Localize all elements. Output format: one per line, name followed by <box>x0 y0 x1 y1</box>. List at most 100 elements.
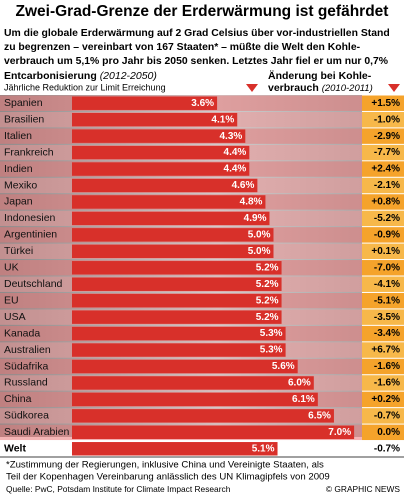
value-label: 5.2% <box>256 312 279 323</box>
change-cell <box>362 95 404 111</box>
bar <box>72 162 250 176</box>
category-label: EU <box>4 294 19 306</box>
category-label: Südafrika <box>4 360 49 372</box>
value-label: 7.0% <box>328 427 351 438</box>
value-label: 5.3% <box>260 345 283 356</box>
change-label: +1.5% <box>371 98 400 109</box>
value-label: 4.8% <box>240 197 263 208</box>
value-label: 5.1% <box>252 443 275 454</box>
change-cell <box>362 276 404 292</box>
category-label: Frankreich <box>4 146 54 158</box>
change-label: +6.7% <box>371 345 400 356</box>
credit: © GRAPHIC NEWS <box>326 484 401 494</box>
change-label: +0.8% <box>371 197 400 208</box>
value-label: 6.0% <box>288 378 311 389</box>
change-cell <box>362 441 404 457</box>
chart-title: Zwei-Grad-Grenze der Erderwärmung ist ge… <box>16 3 389 20</box>
change-cell <box>362 243 404 260</box>
category-label: Türkei <box>4 245 33 257</box>
value-label: 3.6% <box>191 98 214 109</box>
category-label: Kanada <box>4 327 40 339</box>
change-cell <box>362 128 404 144</box>
value-label: 4.4% <box>224 164 247 175</box>
change-label: +0.1% <box>371 246 400 257</box>
footnote: Teil der Kopenhagen Vereinbarung anlässl… <box>6 472 330 483</box>
change-label: -5.2% <box>374 213 400 224</box>
change-cell <box>362 194 404 210</box>
bar <box>72 261 282 275</box>
subtitle: zu begrenzen – vereinbart von 167 Staate… <box>4 42 361 53</box>
change-cell <box>362 391 404 408</box>
bar <box>72 211 270 226</box>
subtitle: verbrauch um 5,1% pro Jahr bis 2050 senk… <box>4 56 388 67</box>
change-cell <box>362 325 404 342</box>
right-header: verbrauch (2010-2011) <box>268 82 373 94</box>
change-label: -0.7% <box>374 411 400 422</box>
change-cell <box>362 292 404 309</box>
change-label: -3.5% <box>374 312 400 323</box>
right-header-text: verbrauch <box>268 82 319 94</box>
change-label: 0.0% <box>377 427 400 438</box>
change-cell <box>362 227 404 243</box>
change-cell <box>362 210 404 227</box>
change-cell <box>362 375 404 391</box>
value-label: 4.9% <box>244 213 267 224</box>
category-label: Italien <box>4 130 32 142</box>
arrow-icon <box>246 84 258 92</box>
change-cell <box>362 309 404 325</box>
rows: Spanien 3.6% +1.5% Brasilien 4.1% -1.0% Italie… <box>0 95 404 457</box>
category-label: Südkorea <box>4 410 49 422</box>
bar <box>72 129 246 143</box>
bar <box>72 293 282 308</box>
category-label: Mexiko <box>4 179 37 191</box>
bar <box>72 326 286 341</box>
change-label: -7.0% <box>374 262 400 273</box>
right-header: Änderung bei Kohle- <box>268 69 372 82</box>
bar <box>72 425 355 440</box>
change-cell <box>362 424 404 441</box>
category-label: Deutschland <box>4 278 63 290</box>
bar <box>72 359 298 374</box>
left-period: (2012-2050) <box>100 70 157 82</box>
bar <box>72 392 318 407</box>
category-label: Indien <box>4 163 33 175</box>
change-cell <box>362 111 404 128</box>
change-label: -1.6% <box>374 361 400 372</box>
value-label: 4.3% <box>219 131 242 142</box>
category-label: Indonesien <box>4 212 56 224</box>
category-label: Argentinien <box>4 229 57 241</box>
bar <box>72 376 314 390</box>
value-label: 5.0% <box>248 230 271 241</box>
change-cell <box>362 358 404 375</box>
category-label: Saudi Arabien <box>4 426 70 438</box>
footnote: *Zustimmung der Regierungen, inklusive C… <box>6 460 324 471</box>
value-label: 5.2% <box>256 262 279 273</box>
source: Quelle: PwC, Potsdam Institute for Clima… <box>6 484 231 494</box>
bar <box>72 409 334 423</box>
bar <box>72 244 274 259</box>
value-label: 5.3% <box>260 328 283 339</box>
bar <box>72 343 286 357</box>
change-label: -4.1% <box>374 279 400 290</box>
bar <box>72 310 282 324</box>
change-cell <box>362 408 404 424</box>
category-label: USA <box>4 311 26 323</box>
category-label: UK <box>4 262 19 274</box>
subtitle: Um die globale Erderwärmung auf 2 Grad C… <box>4 28 390 39</box>
change-label: -2.1% <box>374 180 400 191</box>
category-label: Japan <box>4 196 33 208</box>
category-label: Russland <box>4 377 48 389</box>
change-label: -0.7% <box>374 443 400 454</box>
left-header: Entcarbonisierung (2012-2050) <box>4 70 157 82</box>
bar <box>72 145 250 160</box>
change-cell <box>362 161 404 177</box>
bar <box>72 112 238 127</box>
change-label: -0.9% <box>374 230 400 241</box>
left-sub: Jährliche Reduktion zur Limit Erreichung <box>4 82 166 92</box>
category-label: Welt <box>4 443 26 455</box>
bar <box>72 178 258 193</box>
value-label: 4.4% <box>224 147 247 158</box>
change-label: -1.6% <box>374 378 400 389</box>
change-label: -5.1% <box>374 295 400 306</box>
